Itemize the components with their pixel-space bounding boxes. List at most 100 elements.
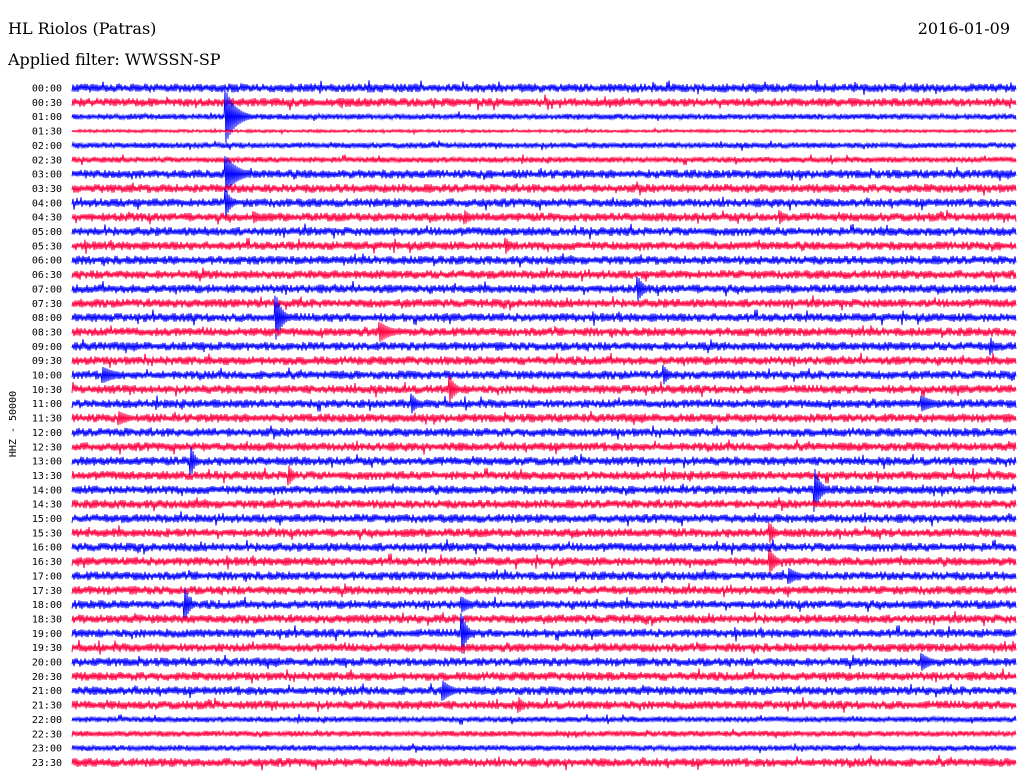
trace-01:00 xyxy=(71,90,1017,143)
trace-11:30 xyxy=(71,410,1017,426)
row-tick-label: 08:00 xyxy=(32,313,62,324)
trace-13:00 xyxy=(71,447,1017,476)
row-tick-label: 06:30 xyxy=(32,270,62,281)
row-tick-label: 16:00 xyxy=(32,543,62,554)
row-tick-label: 15:00 xyxy=(32,514,62,525)
row-tick-label: 18:00 xyxy=(32,600,62,611)
row-tick-label: 09:00 xyxy=(32,342,62,353)
trace-14:00 xyxy=(71,469,1017,512)
row-tick-label: 20:30 xyxy=(32,672,62,683)
trace-13:30 xyxy=(71,465,1017,486)
row-tick-label: 00:30 xyxy=(32,98,62,109)
row-tick-label: 10:30 xyxy=(32,385,62,396)
row-tick-label: 17:00 xyxy=(32,571,62,582)
date-label: 2016-01-09 xyxy=(917,19,1010,38)
filter-label: Applied filter: WWSSN-SP xyxy=(8,50,221,69)
row-tick-label: 05:30 xyxy=(32,241,62,252)
row-tick-label: 04:30 xyxy=(32,213,62,224)
row-tick-label: 23:00 xyxy=(32,744,62,755)
row-tick-label: 23:30 xyxy=(32,758,62,769)
trace-group xyxy=(71,79,1017,771)
trace-06:00 xyxy=(71,253,1017,268)
trace-11:00 xyxy=(71,393,1017,414)
trace-15:30 xyxy=(71,522,1017,543)
trace-06:30 xyxy=(71,267,1017,283)
trace-05:00 xyxy=(71,223,1017,240)
trace-16:00 xyxy=(71,539,1017,556)
row-tick-label: 14:30 xyxy=(32,500,62,511)
y-axis-label: HHZ - 50000 xyxy=(8,391,19,457)
trace-04:00 xyxy=(71,188,1017,217)
row-tick-label: 22:00 xyxy=(32,715,62,726)
row-tick-label: 03:30 xyxy=(32,184,62,195)
trace-12:00 xyxy=(71,425,1017,440)
row-tick-label: 00:00 xyxy=(32,84,62,95)
row-tick-label: 17:30 xyxy=(32,586,62,597)
station-title: HL Riolos (Patras) xyxy=(8,19,157,38)
row-tick-label: 13:30 xyxy=(32,471,62,482)
trace-08:00 xyxy=(71,295,1017,340)
trace-00:00 xyxy=(71,79,1017,95)
row-tick-label: 10:00 xyxy=(32,371,62,382)
row-tick-label: 08:30 xyxy=(32,327,62,338)
row-tick-label: 18:30 xyxy=(32,614,62,625)
row-tick-label: 05:00 xyxy=(32,227,62,238)
row-tick-label: 19:30 xyxy=(32,643,62,654)
trace-03:30 xyxy=(71,181,1017,196)
row-tick-label: 14:00 xyxy=(32,485,62,496)
trace-17:30 xyxy=(71,583,1017,598)
trace-04:30 xyxy=(71,209,1017,225)
row-tick-label: 16:30 xyxy=(32,557,62,568)
trace-10:30 xyxy=(71,375,1017,403)
row-tick-label: 12:00 xyxy=(32,428,62,439)
row-tick-label: 22:30 xyxy=(32,729,62,740)
row-tick-label: 07:30 xyxy=(32,299,62,310)
trace-19:00 xyxy=(71,613,1017,654)
trace-10:00 xyxy=(71,364,1017,385)
row-tick-label: 19:00 xyxy=(32,629,62,640)
trace-18:30 xyxy=(71,610,1017,627)
trace-12:30 xyxy=(71,439,1017,455)
tick-label-group: 00:00 00:30 01:00 01:30 02:00 02:30 03:00 03:30… xyxy=(32,84,62,769)
trace-21:30 xyxy=(71,697,1017,714)
row-tick-label: 02:00 xyxy=(32,141,62,152)
row-tick-label: 04:00 xyxy=(32,198,62,209)
trace-15:00 xyxy=(71,511,1017,527)
row-tick-label: 11:00 xyxy=(32,399,62,410)
row-tick-label: 13:00 xyxy=(32,457,62,468)
trace-09:00 xyxy=(71,337,1017,356)
trace-19:30 xyxy=(71,639,1017,655)
row-tick-label: 21:00 xyxy=(32,686,62,697)
trace-20:30 xyxy=(71,668,1017,684)
row-tick-label: 06:00 xyxy=(32,256,62,267)
trace-09:30 xyxy=(71,352,1017,368)
trace-23:30 xyxy=(71,755,1017,771)
row-tick-label: 07:00 xyxy=(32,284,62,295)
trace-18:00 xyxy=(71,588,1017,621)
row-tick-label: 12:30 xyxy=(32,442,62,453)
row-tick-label: 11:30 xyxy=(32,414,62,425)
trace-07:00 xyxy=(71,276,1017,301)
trace-08:30 xyxy=(71,321,1017,342)
trace-02:00 xyxy=(71,140,1017,151)
trace-22:30 xyxy=(71,728,1017,739)
trace-14:30 xyxy=(71,497,1017,512)
trace-20:00 xyxy=(71,652,1017,671)
trace-00:30 xyxy=(71,94,1017,111)
trace-17:00 xyxy=(71,567,1017,584)
trace-01:30 xyxy=(71,126,1017,136)
row-tick-label: 15:30 xyxy=(32,528,62,539)
trace-05:30 xyxy=(71,237,1017,254)
trace-03:00 xyxy=(71,156,1017,193)
trace-23:00 xyxy=(71,743,1017,753)
trace-22:00 xyxy=(71,713,1017,725)
row-tick-label: 03:00 xyxy=(32,170,62,181)
trace-21:00 xyxy=(71,680,1017,701)
trace-16:30 xyxy=(71,549,1017,574)
row-tick-label: 21:30 xyxy=(32,701,62,712)
row-tick-label: 02:30 xyxy=(32,155,62,166)
trace-07:30 xyxy=(71,295,1017,311)
row-tick-label: 09:30 xyxy=(32,356,62,367)
trace-02:30 xyxy=(71,154,1017,166)
